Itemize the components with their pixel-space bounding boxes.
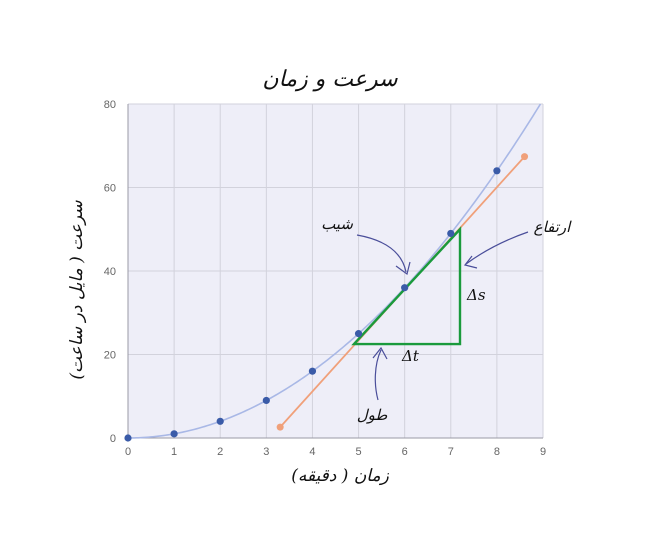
rise-arrow-head [463, 255, 478, 269]
tangent-start-point [276, 423, 284, 431]
delta-s-label: Δs [466, 286, 486, 304]
grid-lines [128, 103, 544, 438]
rise-annotation: ارتفاع [534, 218, 573, 236]
x-tick-label: 9 [540, 446, 546, 458]
data-point [354, 330, 363, 338]
rise-arrow [465, 231, 529, 265]
tangent-end-point [521, 153, 529, 161]
data-points [124, 167, 501, 442]
parabola-curve [127, 103, 542, 439]
run-annotation: طول [357, 406, 389, 424]
slope-annotation: شیب [321, 215, 353, 233]
x-axis-label: زمان ( دقیقه) [291, 466, 389, 486]
x-tick-label: 7 [448, 446, 454, 458]
x-tick-label: 5 [355, 446, 361, 458]
y-tick-label: 80 [104, 99, 116, 111]
data-point [447, 229, 455, 238]
x-tick-label: 6 [402, 446, 408, 458]
x-tick-label: 8 [494, 446, 500, 458]
run-arrow-head [372, 346, 388, 360]
data-point [401, 284, 409, 292]
y-tick-label: 20 [104, 350, 116, 362]
data-point [308, 367, 317, 375]
data-point [493, 167, 501, 175]
run-arrow [374, 349, 382, 401]
y-tick-label: 40 [104, 266, 116, 278]
x-tick-label: 0 [125, 446, 131, 458]
data-point [262, 396, 270, 405]
x-tick-label: 4 [309, 446, 315, 458]
delta-t-label: Δt [401, 347, 420, 365]
slope-arrow-head [395, 261, 411, 276]
x-tick-label: 2 [217, 446, 223, 458]
y-axis-label: سرعت ( مایل در ساعت) [67, 200, 87, 380]
annotation-arrows [356, 231, 529, 401]
x-tick-label: 1 [171, 446, 177, 458]
slope-arrow [356, 234, 407, 273]
data-point [124, 434, 132, 442]
x-tick-label: 3 [263, 446, 269, 458]
tick-labels: 0 1 2 3 4 5 6 7 8 9 0 20 40 60 80 [104, 99, 546, 458]
chart-title: سرعت و زمان [262, 67, 398, 92]
y-tick-label: 0 [110, 433, 116, 445]
data-point [170, 430, 178, 438]
y-tick-label: 60 [104, 183, 116, 195]
data-point [216, 417, 224, 425]
